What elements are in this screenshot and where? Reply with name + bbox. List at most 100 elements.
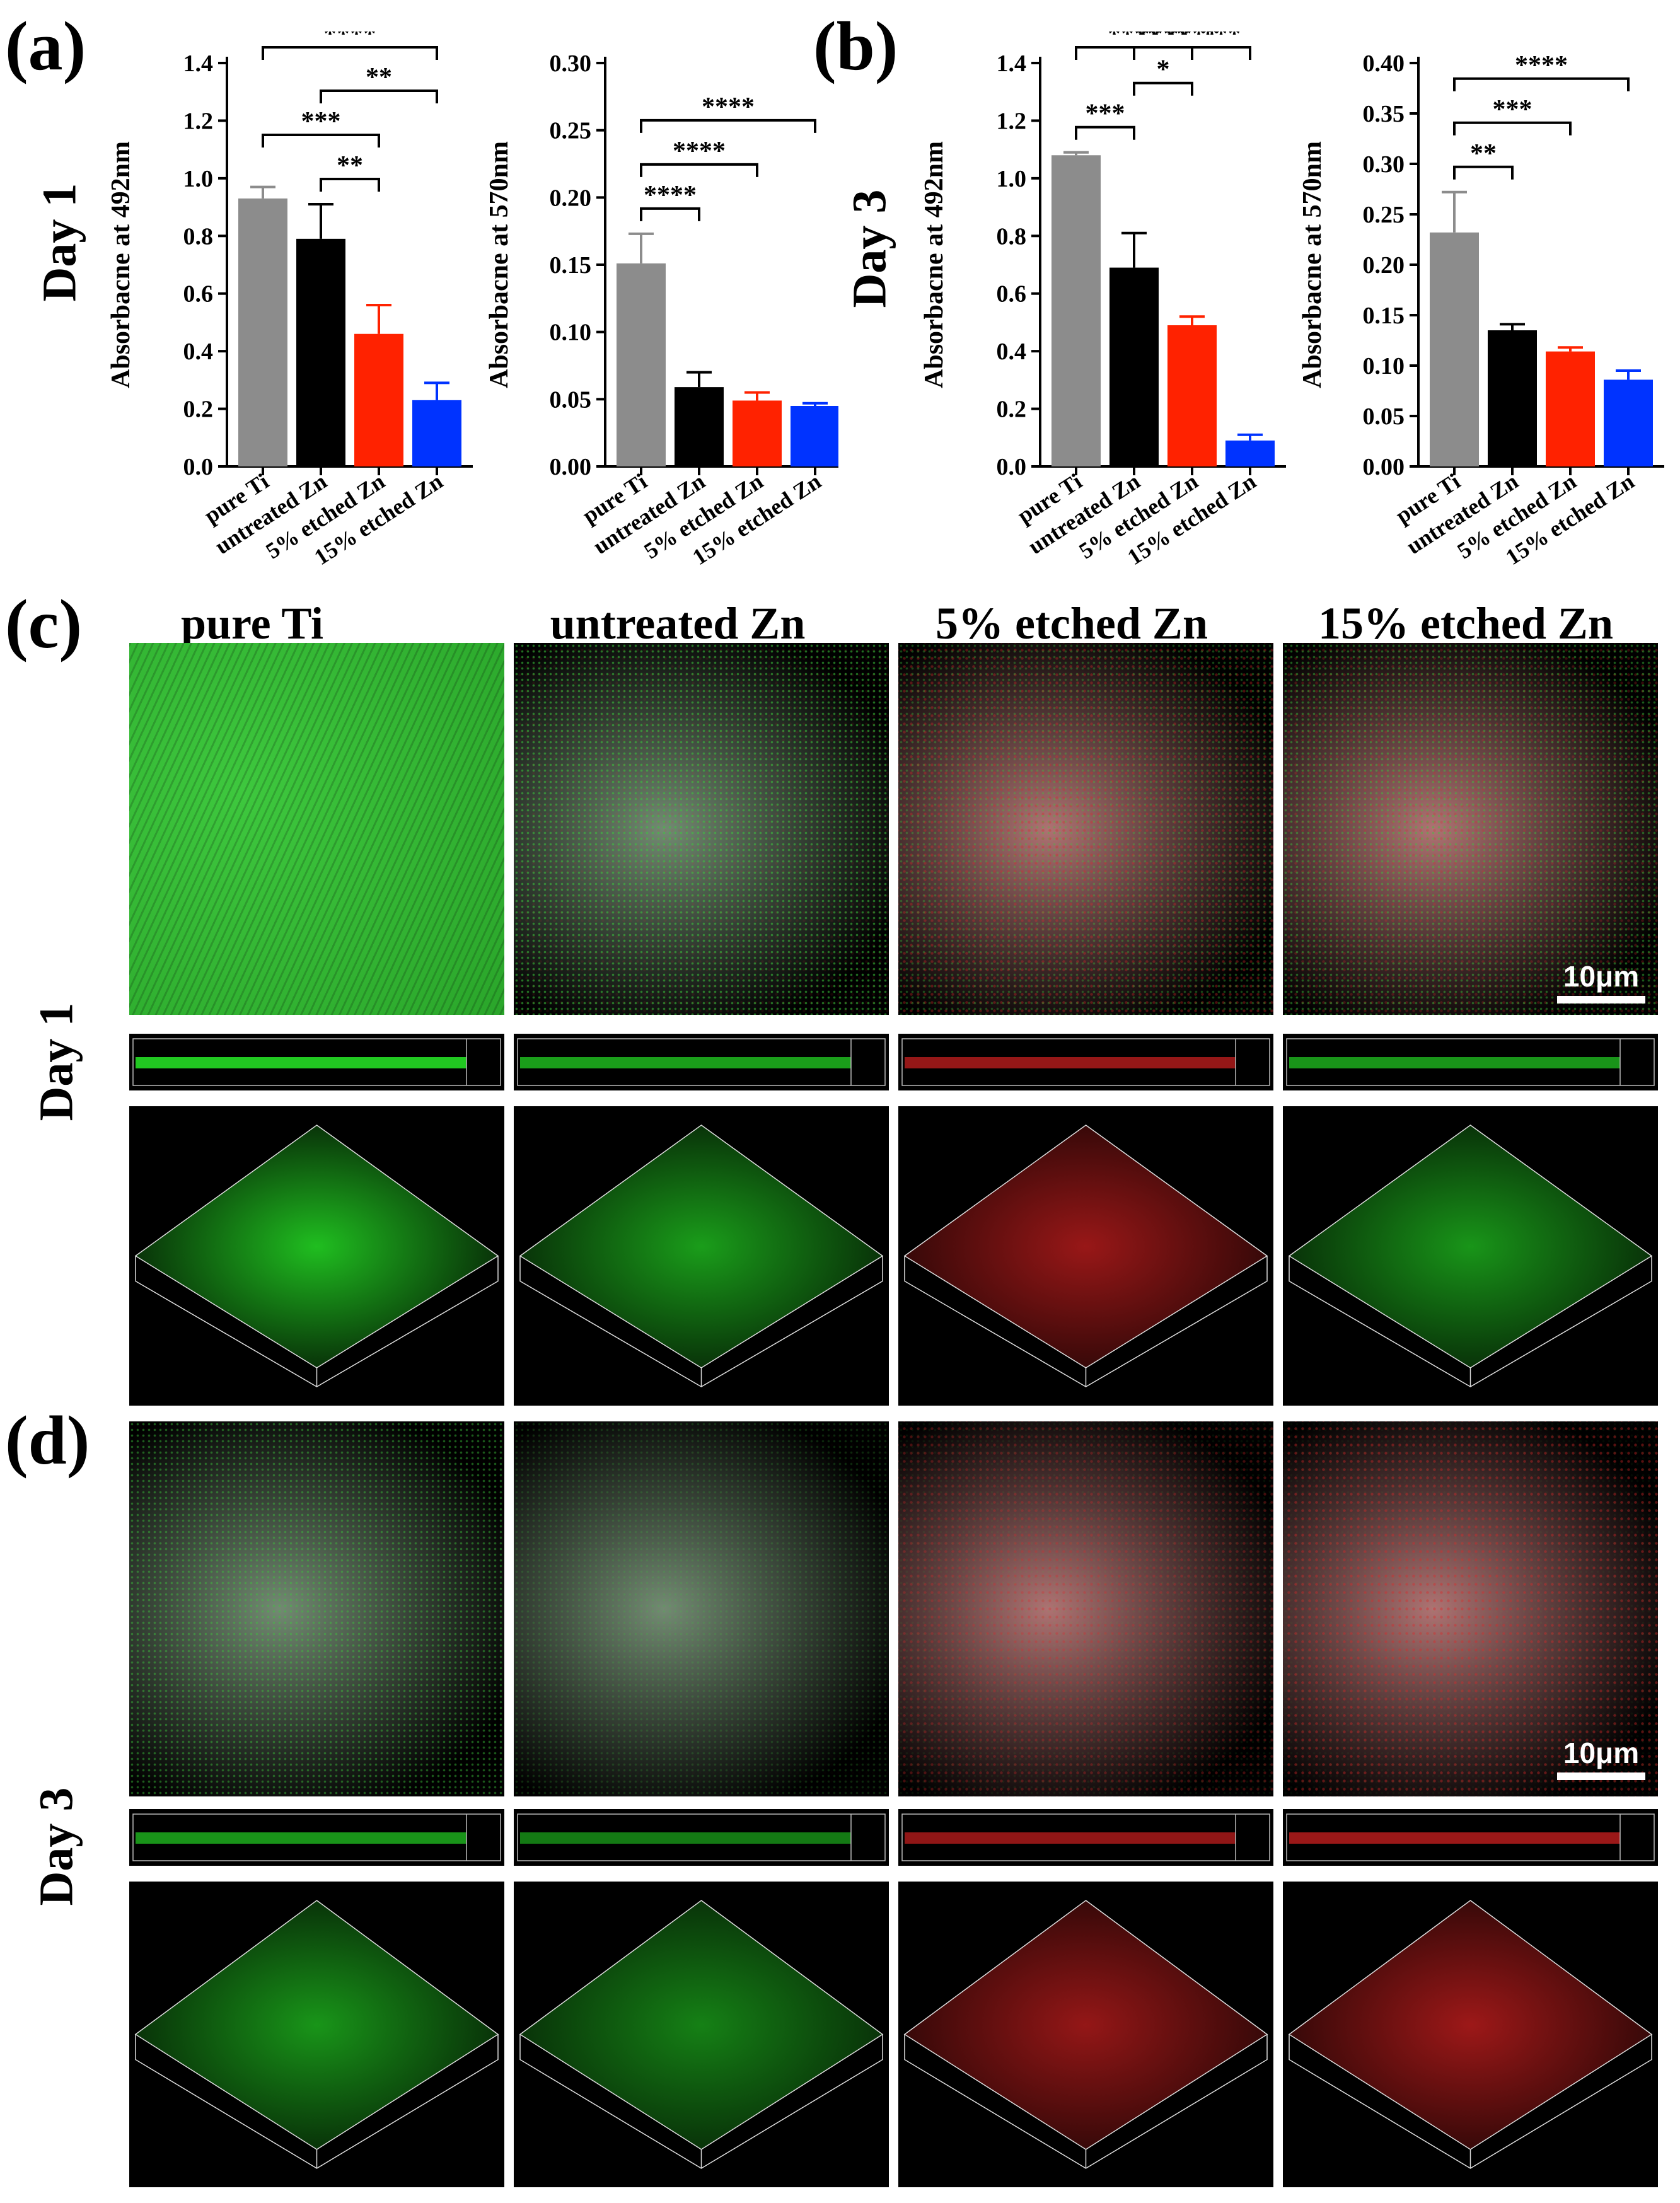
y-tick-label: 0.10 [550,320,592,346]
micrograph-day1-side-2 [514,1034,889,1090]
volume-view-svg [903,1125,1268,1387]
column-title-pure-ti: pure Ti [180,598,324,649]
volume-view-svg [903,1900,1268,2169]
y-tick-label: 0.8 [997,223,1027,250]
micrograph-day1-vol-1 [129,1106,504,1406]
micrograph-day1-top-1 [129,643,504,1015]
chart-day1-492nm: Absorbacne at 492nm 0.0 0.2 0.4 0.6 0.8 1.0 1.2… [107,32,473,570]
side-view-svg [1286,1038,1655,1086]
significance-bracket [1453,165,1514,180]
volume-view-svg [519,1125,884,1387]
y-tick-label: 0.00 [550,454,592,480]
bar-3 [1167,325,1217,466]
significance-label: **** [323,32,376,49]
y-tick-label: 0.05 [1363,403,1405,430]
significance-bracket [1075,125,1135,140]
y-tick-label: 1.4 [183,50,214,77]
bar-2 [1488,330,1537,466]
significance-bracket [1453,121,1572,136]
bar-2 [1109,267,1159,466]
chart-day3-570nm: Absorbacne at 570nm 0.00 0.05 0.10 0.15 0.20 0… [1298,50,1664,570]
micrograph-day3-side-1 [129,1809,504,1866]
bar-1 [617,263,666,466]
panel-label-a: (a) [5,8,86,84]
significance-label: * [1157,55,1170,84]
y-tick-label: 0.30 [1363,151,1405,178]
panel-label-c: (c) [5,586,83,662]
y-tick-label: 0.40 [1363,50,1405,77]
significance-bracket [1191,46,1251,60]
significance-bracket [320,90,438,103]
y-tick-label: 1.0 [183,166,214,192]
scalebar-day1: 10μm [1557,959,1645,1003]
y-tick-label: 0.4 [183,338,214,365]
significance-label: **** [1166,32,1219,49]
significance-bracket [640,119,816,133]
micrograph-day1-side-1 [129,1034,504,1090]
y-tick-label: 0.05 [550,386,592,413]
micrograph-day3-side-3 [898,1809,1273,1866]
column-title-15-etched-zn: 15% etched Zn [1318,598,1613,649]
volume-view-svg [134,1900,499,2169]
day1-image-label: Day 1 [30,1002,83,1121]
micrograph-day3-vol-4 [1283,1882,1658,2187]
significance-bracket [262,134,380,147]
micrograph-day3-top-2 [514,1421,889,1796]
y-tick-label: 0.00 [1363,454,1405,480]
significance-bracket [640,207,700,221]
y-tick-label: 0.0 [997,454,1027,480]
y-tick-label: 0.20 [550,185,592,211]
y-tick-label: 0.25 [550,118,592,144]
micrograph-day1-vol-3 [898,1106,1273,1406]
y-tick-label: 0.35 [1363,101,1405,127]
scalebar-line [1557,1772,1645,1780]
micrograph-day3-top-4 [1283,1421,1658,1796]
day1-chart-label: Day 1 [33,183,86,302]
side-view-svg [901,1813,1270,1861]
y-axis-label: Absorbacne at 492nm [920,141,949,388]
bar-1 [1430,232,1479,466]
bar-3 [733,400,782,466]
bar-3 [354,333,403,466]
significance-label: **** [1137,32,1190,49]
side-view-svg [1286,1813,1655,1861]
bar-1 [1051,155,1101,467]
micrograph-day3-side-2 [514,1809,889,1866]
column-title-untreated-zn: untreated Zn [550,598,806,649]
significance-label: *** [1086,100,1125,129]
side-view-svg [901,1038,1270,1086]
panel-label-d: (d) [5,1402,90,1479]
side-view-svg [132,1038,501,1086]
y-axis-label: Absorbacne at 492nm [107,141,136,388]
micrograph-day1-side-4 [1283,1034,1658,1090]
significance-bracket [1075,46,1251,60]
y-tick-label: 0.8 [183,223,214,250]
significance-label: ** [366,63,392,92]
significance-label: **** [644,181,697,210]
micrograph-day1-vol-4 [1283,1106,1658,1406]
significance-label: *** [301,107,341,136]
micrograph-day1-top-4 [1283,643,1658,1015]
panel-label-b: (b) [813,8,898,84]
y-tick-label: 0.4 [997,338,1027,365]
volume-view-svg [134,1125,499,1387]
y-tick-label: 0.6 [183,281,214,308]
micrograph-day3-vol-3 [898,1882,1273,2187]
significance-label: **** [1515,51,1568,80]
y-tick-label: 0.2 [997,396,1027,423]
micrograph-day3-vol-2 [514,1882,889,2187]
bar-4 [1604,379,1653,466]
y-tick-label: 0.30 [550,50,592,77]
micrograph-day3-top-1 [129,1421,504,1796]
chart-day3-492nm: Absorbacne at 492nm 0.0 0.2 0.4 0.6 0.8 1.0 1.2… [920,32,1286,570]
y-tick-label: 1.2 [997,108,1027,134]
volume-view-svg [1288,1900,1653,2169]
micrograph-day3-vol-1 [129,1882,504,2187]
y-tick-label: 0.20 [1363,252,1405,279]
micrograph-day1-top-2 [514,643,889,1015]
y-tick-label: 1.2 [183,108,214,134]
significance-label: **** [1108,32,1161,49]
significance-label: ** [1470,139,1497,168]
y-axis-label: Absorbacne at 570nm [485,141,514,388]
scalebar-day3: 10μm [1557,1736,1645,1780]
